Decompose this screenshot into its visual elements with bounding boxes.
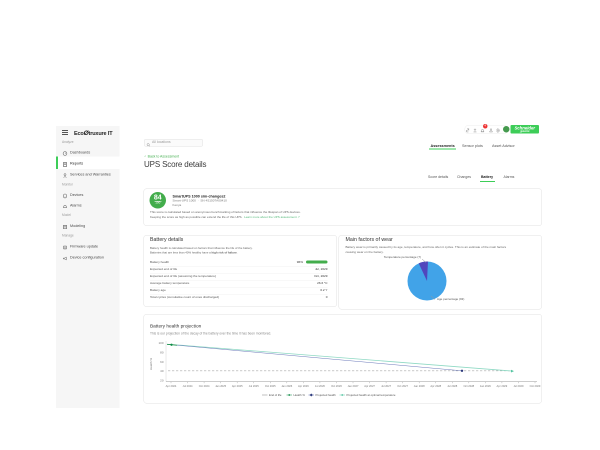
- svg-text:80: 80: [160, 350, 164, 354]
- svg-text:Oct 2028: Oct 2028: [463, 384, 474, 388]
- svg-text:Oct 2025: Oct 2025: [265, 384, 276, 388]
- svg-text:Jan 2028: Jan 2028: [414, 384, 425, 388]
- svg-text:Jul 2029: Jul 2029: [513, 384, 524, 388]
- svg-text:Health %: Health %: [149, 358, 153, 371]
- svg-text:40: 40: [160, 369, 164, 373]
- svg-text:60: 60: [160, 360, 164, 364]
- svg-text:Apr 2025: Apr 2025: [232, 384, 243, 388]
- svg-text:Oct 2024: Oct 2024: [199, 384, 210, 388]
- svg-text:Apr 2029: Apr 2029: [497, 384, 508, 388]
- svg-text:Apr 2028: Apr 2028: [430, 384, 441, 388]
- svg-text:Jan 2026: Jan 2026: [281, 384, 292, 388]
- svg-text:Health %: Health %: [294, 393, 306, 397]
- svg-text:Jan 2029: Jan 2029: [480, 384, 491, 388]
- svg-text:20: 20: [160, 379, 164, 383]
- svg-text:Jan 2027: Jan 2027: [348, 384, 359, 388]
- svg-text:Apr 2024: Apr 2024: [166, 384, 177, 388]
- svg-text:End of life: End of life: [269, 393, 282, 397]
- svg-text:Apr 2026: Apr 2026: [298, 384, 309, 388]
- svg-text:Oct 2026: Oct 2026: [331, 384, 342, 388]
- svg-text:Jul 2028: Jul 2028: [447, 384, 458, 388]
- svg-text:Jan 2025: Jan 2025: [215, 384, 226, 388]
- svg-text:100: 100: [158, 341, 163, 345]
- svg-text:Oct 2029: Oct 2029: [530, 384, 541, 388]
- svg-text:Jul 2026: Jul 2026: [315, 384, 326, 388]
- svg-text:Jul 2027: Jul 2027: [381, 384, 392, 388]
- svg-text:Projected health: Projected health: [316, 393, 337, 397]
- svg-text:Jul 2025: Jul 2025: [249, 384, 260, 388]
- svg-text:Oct 2027: Oct 2027: [397, 384, 408, 388]
- svg-text:Jul 2024: Jul 2024: [183, 384, 194, 388]
- svg-text:Projected health at optimal te: Projected health at optimal temperature: [347, 393, 396, 397]
- svg-text:Apr 2027: Apr 2027: [364, 384, 375, 388]
